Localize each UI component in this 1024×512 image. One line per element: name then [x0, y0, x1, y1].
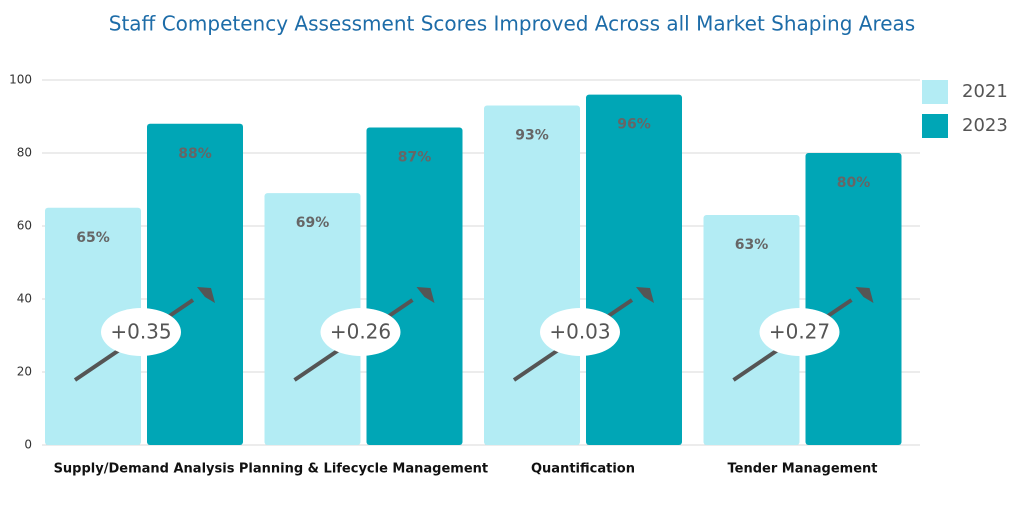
annotation-bubble: [540, 308, 620, 356]
value-label: 65%: [76, 230, 110, 246]
value-label: 96%: [617, 117, 651, 133]
arrow-head: [636, 287, 654, 303]
annotation: +0.26: [330, 320, 391, 344]
x-tick-label: Tender Management: [728, 462, 878, 477]
chart-title: Staff Competency Assessment Scores Impro…: [109, 12, 915, 36]
bar: [366, 127, 463, 445]
legend-swatch: [922, 80, 948, 104]
y-tick-label: 20: [17, 365, 32, 379]
value-label: 88%: [178, 146, 212, 162]
x-tick-label: Quantification: [531, 462, 635, 477]
value-label: 87%: [398, 149, 432, 165]
bar: [264, 193, 361, 445]
arrow-head: [855, 287, 874, 303]
annotation-bubble: [320, 308, 401, 356]
legend-label: 2023: [962, 115, 1008, 136]
arrow-head: [197, 287, 215, 303]
annotation: +0.35: [110, 320, 171, 344]
bar: [703, 215, 800, 445]
bar: [147, 123, 243, 446]
y-tick-label: 0: [24, 438, 32, 452]
bar: [45, 207, 141, 445]
value-label: 80%: [837, 175, 871, 191]
legend-label: 2021: [962, 81, 1008, 102]
y-tick-label: 60: [17, 219, 32, 233]
annotation-bubble: [101, 308, 181, 356]
bar: [805, 153, 902, 445]
bar: [484, 105, 580, 446]
arrow-head: [416, 287, 435, 303]
y-tick-label: 80: [17, 146, 32, 160]
value-label: 63%: [735, 237, 769, 253]
y-tick-label: 40: [17, 292, 32, 306]
annotation-bubble: [759, 308, 840, 356]
value-label: 93%: [515, 128, 549, 144]
legend-swatch: [922, 114, 948, 138]
annotation: +0.03: [549, 320, 610, 344]
x-tick-label: Supply/Demand Analysis: [54, 462, 235, 477]
annotation: +0.27: [769, 320, 830, 344]
x-tick-label: Planning & Lifecycle Management: [239, 462, 488, 477]
y-tick-label: 100: [9, 73, 32, 87]
value-label: 69%: [296, 215, 330, 231]
bar: [586, 94, 682, 445]
